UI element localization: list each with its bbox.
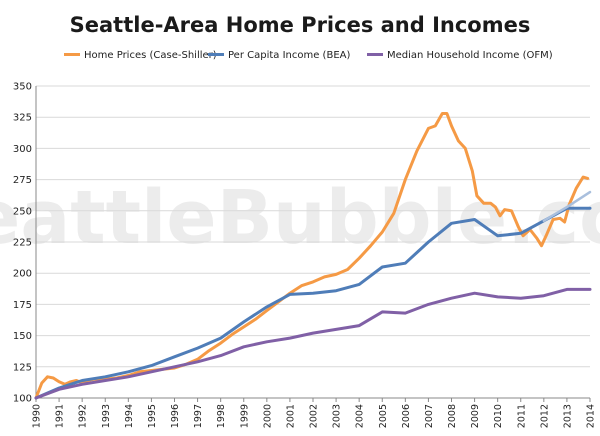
y-tick-label: 175 xyxy=(13,300,32,311)
series-line-home-prices xyxy=(34,112,590,400)
x-tick-label: 2007 xyxy=(424,404,435,428)
x-tick-label: 2000 xyxy=(262,404,273,428)
gridlines xyxy=(36,85,590,399)
x-tick-label: 1998 xyxy=(216,404,227,428)
y-tick-label: 250 xyxy=(13,206,32,217)
x-tick-label: 2012 xyxy=(539,404,550,428)
x-tick-label: 2003 xyxy=(332,404,343,428)
legend-label: Median Household Income (OFM) xyxy=(387,50,553,61)
y-tick-label: 100 xyxy=(13,394,32,405)
x-tick-label: 1992 xyxy=(78,404,89,428)
x-tick-labels: 1990 1991 1992 1993 1994 1995 1996 1997 1998 1999… xyxy=(32,404,597,428)
legend: Home Prices (Case-Shiller) Per Capita Inc… xyxy=(64,50,553,61)
x-tick-label: 2001 xyxy=(285,404,296,428)
x-tick-label: 1990 xyxy=(32,404,43,428)
series-line-per-capita-extension xyxy=(542,190,592,223)
y-tick-label: 350 xyxy=(13,82,32,93)
x-tick-label: 1995 xyxy=(147,404,158,428)
series-lines xyxy=(34,112,592,400)
y-tick-label: 125 xyxy=(13,362,32,373)
x-tick-label: 1994 xyxy=(124,404,135,428)
y-tick-labels: 100 125 150 175 200 225 250 275 300 325 350 xyxy=(13,82,32,405)
x-tick-label: 2014 xyxy=(586,404,597,428)
x-tick-label: 2010 xyxy=(493,404,504,428)
x-tick-label: 1999 xyxy=(239,404,250,428)
watermark: SeattleBubble.com xyxy=(0,175,600,261)
x-tick-label: 2011 xyxy=(516,404,527,428)
x-tick-label: 2008 xyxy=(447,404,458,428)
x-tick-label: 2013 xyxy=(562,404,573,428)
y-tick-label: 275 xyxy=(13,175,32,186)
legend-label: Home Prices (Case-Shiller) xyxy=(84,50,217,61)
x-tick-label: 1996 xyxy=(170,404,181,428)
x-tick-label: 2005 xyxy=(378,404,389,428)
x-tick-label: 1993 xyxy=(101,404,112,428)
legend-label: Per Capita Income (BEA) xyxy=(228,50,350,61)
y-tick-label: 225 xyxy=(13,238,32,249)
y-tick-label: 200 xyxy=(13,269,32,280)
y-tick-label: 300 xyxy=(13,144,32,155)
x-tick-label: 1997 xyxy=(193,404,204,428)
series-line-per-capita xyxy=(34,206,592,400)
y-tick-label: 150 xyxy=(13,331,32,342)
x-tick-label: 2009 xyxy=(470,404,481,428)
chart-title: Seattle-Area Home Prices and Incomes xyxy=(70,13,531,37)
x-tick-label: 2004 xyxy=(355,404,366,428)
series-line-median-household xyxy=(34,287,592,400)
axes xyxy=(35,86,591,402)
x-tick-label: 2006 xyxy=(401,404,412,428)
x-tick-label: 2002 xyxy=(309,404,320,428)
x-tick-label: 1991 xyxy=(55,404,66,428)
y-tick-label: 325 xyxy=(13,113,32,124)
